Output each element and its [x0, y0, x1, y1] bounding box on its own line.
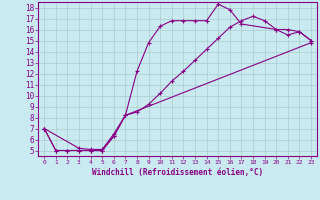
- X-axis label: Windchill (Refroidissement éolien,°C): Windchill (Refroidissement éolien,°C): [92, 168, 263, 177]
